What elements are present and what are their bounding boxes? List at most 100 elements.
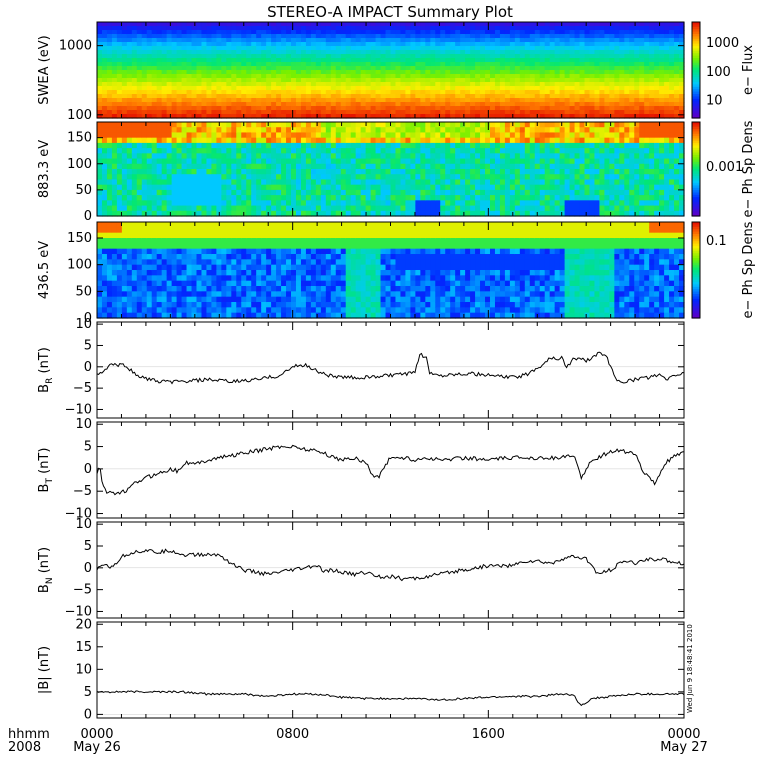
heatmap-cell (161, 102, 168, 107)
heatmap-cell (435, 74, 441, 79)
heatmap-cell (385, 102, 392, 107)
heatmap-cell (305, 148, 312, 154)
heatmap-cell (126, 137, 133, 144)
heatmap-cell (166, 205, 173, 212)
heatmap-cell (604, 169, 610, 175)
heatmap-cell (106, 210, 113, 217)
heatmap-cell (415, 137, 421, 144)
heatmap-cell (639, 114, 645, 119)
heatmap-cell (390, 195, 397, 201)
heatmap-cell (171, 86, 178, 91)
heatmap-cell (291, 66, 297, 71)
heatmap-cell (281, 205, 287, 212)
heatmap-cell (310, 26, 317, 31)
heatmap-cell (256, 210, 262, 217)
heatmap-cell (674, 106, 680, 111)
heatmap-cell (335, 90, 342, 95)
heatmap-cell (390, 26, 397, 31)
heatmap-cell (489, 106, 496, 111)
heatmap-cell (664, 158, 670, 165)
heatmap-cell (315, 205, 322, 212)
heatmap-cell (644, 114, 650, 119)
heatmap-cell (315, 122, 322, 128)
heatmap-cell (211, 42, 217, 47)
heatmap-cell (236, 174, 242, 181)
heatmap-cell (539, 195, 546, 201)
heatmap-cell (206, 179, 213, 186)
heatmap-cell (181, 74, 188, 79)
heatmap-cell (320, 189, 327, 196)
heatmap-cell (629, 54, 635, 59)
heatmap-cell (365, 38, 372, 43)
heatmap-cell (614, 122, 620, 128)
heatmap-cell (131, 78, 138, 83)
heatmap-cell (674, 66, 680, 71)
heatmap-cell (236, 98, 242, 103)
plot-title: STEREO-A IMPACT Summary Plot (267, 3, 513, 21)
heatmap-cell (231, 46, 237, 51)
heatmap-cell (261, 90, 267, 95)
heatmap-cell (166, 195, 173, 201)
heatmap-cell (261, 38, 267, 43)
heatmap-cell (151, 74, 158, 79)
heatmap-cell (639, 26, 645, 31)
heatmap-cell (181, 22, 188, 27)
heatmap-cell (241, 184, 247, 191)
heatmap-cell (266, 90, 272, 95)
heatmap-cell (649, 34, 655, 39)
heatmap-cell (539, 110, 546, 115)
heatmap-cell (320, 205, 327, 212)
heatmap-cell (499, 34, 506, 39)
heatmap-cell (97, 62, 103, 67)
heatmap-cell (360, 148, 367, 154)
heatmap-cell (440, 22, 446, 27)
heatmap-cell (664, 142, 670, 149)
heatmap-cell (236, 50, 242, 55)
heatmap-cell (654, 26, 660, 31)
heatmap-cell (221, 98, 227, 103)
heatmap-cell (116, 22, 123, 27)
heatmap-cell (465, 86, 471, 91)
heatmap-cell (141, 70, 148, 75)
heatmap-cell (345, 184, 352, 191)
heatmap-cell (529, 114, 536, 119)
heatmap-cell (485, 94, 491, 99)
heatmap-cell (400, 132, 407, 139)
heatmap-cell (385, 66, 392, 71)
heatmap-cell (529, 50, 536, 55)
heatmap-cell (156, 153, 163, 160)
heatmap-cell (350, 50, 357, 55)
heatmap-cell (639, 50, 645, 55)
heatmap-cell (146, 82, 153, 87)
heatmap-cell (211, 94, 217, 99)
heatmap-cell (231, 66, 237, 71)
heatmap-cell (609, 122, 615, 128)
heatmap-cell (415, 184, 421, 191)
heatmap-cell (305, 132, 312, 139)
heatmap-cell (579, 90, 586, 95)
heatmap-cell (400, 62, 407, 67)
heatmap-cell (365, 54, 372, 59)
heatmap-cell (465, 90, 471, 95)
heatmap-cell (485, 189, 491, 196)
heatmap-cell (111, 38, 118, 43)
heatmap-cell (111, 54, 118, 59)
heatmap-cell (310, 153, 317, 160)
heatmap-cell (171, 137, 178, 144)
heatmap-cell (286, 30, 292, 35)
heatmap-cell (400, 106, 407, 111)
heatmap-cell (241, 132, 247, 139)
heatmap-cell (594, 30, 601, 35)
heatmap-cell (320, 102, 327, 107)
heatmap-cell (669, 78, 675, 83)
heatmap-cell (460, 189, 466, 196)
heatmap-cell (375, 54, 382, 59)
heatmap-cell (539, 127, 546, 134)
heatmap-cell (544, 189, 551, 196)
heatmap-cell (136, 137, 143, 144)
heatmap-cell (196, 98, 203, 103)
heatmap-cell (236, 26, 242, 31)
heatmap-cell (494, 174, 501, 181)
heatmap-cell (489, 58, 496, 63)
heatmap-cell (191, 169, 198, 175)
